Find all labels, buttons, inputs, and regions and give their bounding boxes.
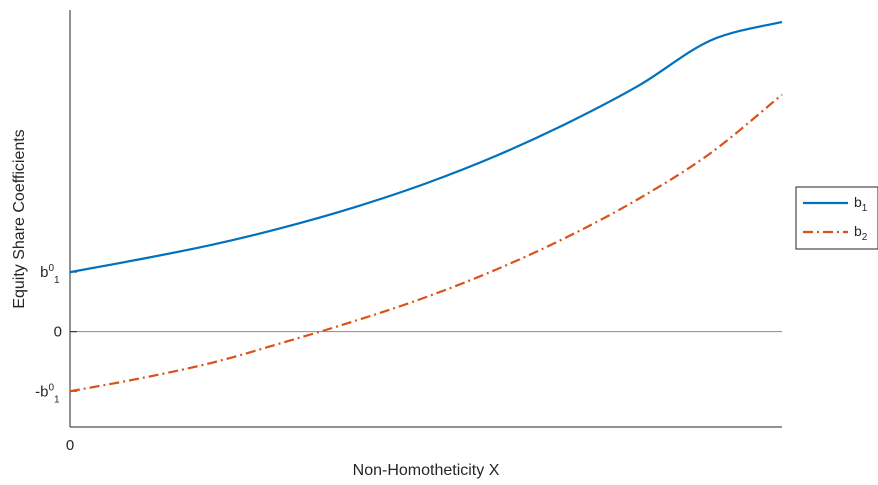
legend-box: [795, 186, 878, 250]
y-axis-title: Equity Share Coefficients: [11, 129, 28, 308]
series-line-2: [69, 93, 783, 393]
legend-label-1: b1: [854, 194, 868, 214]
series-line-1: [69, 20, 783, 274]
y-tick-label: -b0: [35, 382, 54, 400]
x-tick-label: 0: [66, 437, 74, 454]
y-tick-subscript: 1: [54, 394, 60, 405]
y-tick-label: 0: [54, 324, 62, 341]
legend-label-2: b2: [854, 223, 868, 243]
y-tick-subscript: 1: [54, 275, 60, 286]
x-axis-title: Non-Homotheticity X: [353, 462, 500, 479]
series-layer: [69, 20, 783, 393]
x-tick-group: 0: [66, 437, 74, 454]
y-tick-label: b0: [40, 263, 54, 281]
